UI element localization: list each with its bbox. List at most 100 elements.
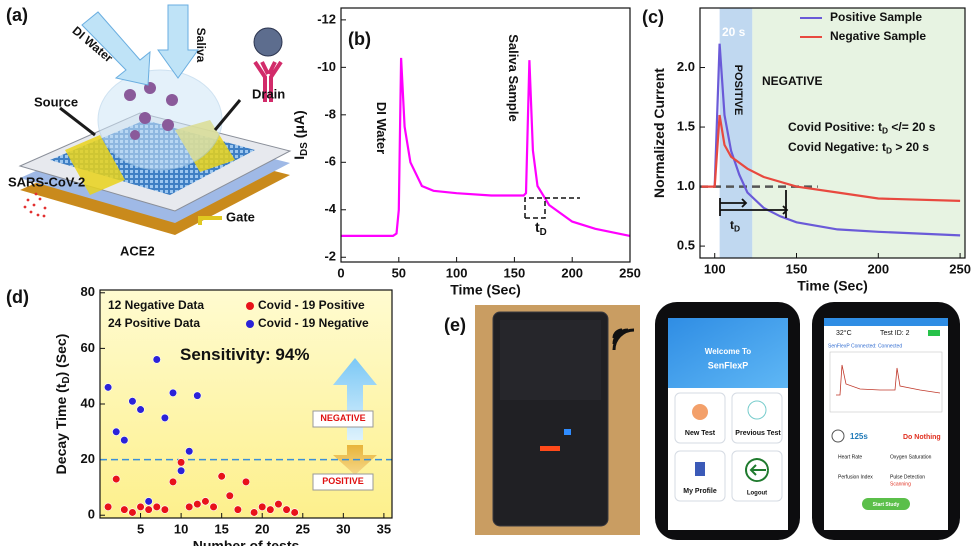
point	[258, 503, 266, 511]
x-tick-label: 250	[619, 265, 641, 280]
point	[283, 506, 291, 514]
point	[121, 506, 129, 514]
annotation: 12 Negative Data	[108, 298, 204, 312]
x-tick-label: 25	[296, 521, 310, 536]
annotation: NEGATIVE	[762, 74, 822, 88]
label: Drain	[252, 86, 285, 101]
y-tick-label: -6	[324, 154, 336, 169]
x-tick-label: 100	[704, 261, 726, 276]
annotation-part: DI Water	[374, 102, 389, 154]
y-tick-label: -10	[317, 59, 336, 74]
test-id: Test ID: 2	[880, 330, 910, 337]
annotation-part: NEGATIVE	[762, 74, 822, 88]
point	[153, 503, 161, 511]
y-axis-label: IDS (μA)	[291, 110, 310, 159]
x-tick-label: 250	[949, 261, 971, 276]
annotation-part: 20 s	[722, 25, 746, 39]
connection-status: SenFlexP Connected: Connected	[828, 343, 902, 349]
x-tick-label: 5	[137, 521, 144, 536]
x-tick-label: 100	[446, 265, 468, 280]
point	[129, 397, 137, 405]
x-tick-label: 35	[377, 521, 391, 536]
y-tick-label: -4	[324, 201, 336, 216]
panel-a: (a) DI Water Saliva Source Drain SARS-Co…	[6, 5, 290, 259]
source-wire	[60, 108, 95, 135]
point	[218, 472, 226, 480]
droplet	[98, 70, 222, 170]
x-tick-label: 30	[336, 521, 350, 536]
annotation-part: Sensitivity: 94%	[180, 345, 309, 364]
point	[129, 509, 137, 517]
label: Saliva	[194, 28, 208, 63]
y-tick-label: 2.0	[677, 59, 695, 74]
y-tick-label: 80	[81, 284, 95, 299]
point	[185, 503, 193, 511]
point	[177, 467, 185, 475]
vital-status: Scanning	[890, 481, 911, 487]
point	[112, 428, 120, 436]
annotation-part: POSITIVE	[322, 476, 364, 486]
annotation-part: 12 Negative Data	[108, 298, 204, 312]
point	[153, 356, 161, 364]
y-tick-label: -2	[324, 249, 336, 264]
annotation: DI Water	[374, 102, 389, 154]
gate-wire	[200, 218, 222, 225]
annotation: 20 s	[722, 25, 746, 39]
label: ACE2	[120, 243, 155, 258]
y-tick-label: 0.5	[677, 238, 695, 253]
led	[564, 429, 571, 435]
point	[112, 475, 120, 483]
annotation-part: D	[540, 227, 547, 238]
button-label: New Test	[685, 430, 716, 437]
point	[137, 406, 145, 414]
y-axis-label: Decay Time (tD) (Sec)	[53, 334, 72, 475]
annotation: NEGATIVE	[320, 413, 365, 423]
annotation: POSITIVE	[322, 476, 364, 486]
point	[194, 392, 202, 400]
timer: 125s	[850, 432, 868, 441]
annotation-part: D	[734, 224, 740, 234]
battery	[928, 330, 940, 336]
legend-marker	[246, 302, 254, 310]
x-tick-label: 200	[561, 265, 583, 280]
point	[275, 500, 283, 508]
point	[145, 498, 153, 506]
led	[540, 446, 560, 451]
label: Gate	[226, 209, 255, 224]
x-tick-label: 0	[337, 265, 344, 280]
annotation: Covid Positive: tD </= 20 s	[788, 120, 936, 136]
x-tick-label: 150	[504, 265, 526, 280]
annotation-part: Saliva Sample	[506, 34, 521, 121]
x-tick-label: 150	[786, 261, 808, 276]
point	[104, 384, 112, 392]
annotation: 24 Positive Data	[108, 316, 200, 330]
y-axis-label-part: Normalized Current	[651, 68, 667, 198]
x-axis-label: Time (Sec)	[450, 282, 521, 298]
vital-label: Pulse Detection	[890, 474, 925, 480]
button-label: My Profile	[683, 488, 717, 495]
figure: (a) DI Water Saliva Source Drain SARS-Co…	[0, 0, 972, 546]
x-axis-label: Time (Sec)	[797, 278, 868, 294]
result: Do Nothing	[903, 434, 941, 441]
legend-label: Covid - 19 Positive	[258, 298, 365, 312]
annotation-part: NEGATIVE	[320, 413, 365, 423]
point	[145, 506, 153, 514]
annotation-part: POSITIVE	[732, 65, 744, 116]
point	[104, 503, 112, 511]
annotation: Covid Negative: tD > 20 s	[788, 140, 929, 156]
saliva-arrow	[158, 5, 198, 78]
panel-label: (b)	[348, 29, 371, 49]
annotation-part: Covid Negative: t	[788, 140, 886, 154]
y-axis-label: Normalized Current	[651, 68, 667, 198]
start-label: Start Study	[873, 502, 900, 508]
device-texture	[500, 320, 601, 400]
panel-label: (a)	[6, 5, 28, 25]
point	[242, 478, 250, 486]
point	[210, 503, 218, 511]
button-label: Logout	[747, 491, 767, 497]
point	[202, 498, 210, 506]
annotation: Saliva Sample	[506, 34, 521, 121]
icon	[695, 462, 705, 476]
point	[194, 500, 202, 508]
y-axis-label-part: DS	[299, 142, 310, 156]
